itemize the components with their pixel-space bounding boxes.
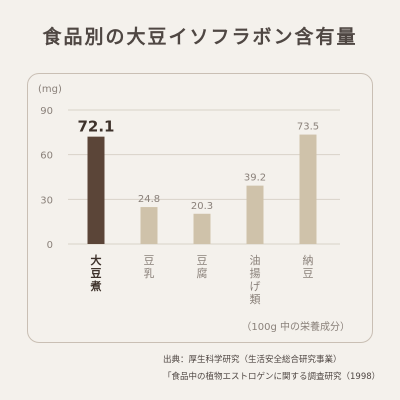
- bar-value-label: 39.2: [244, 173, 266, 184]
- bar-value-label: 20.3: [191, 201, 213, 212]
- bar: [193, 213, 211, 244]
- category-label: 納豆: [303, 254, 314, 280]
- bar: [87, 136, 105, 244]
- source-line-2: 「食品中の植物エストロゲンに関する調査研究（1998）: [163, 372, 381, 382]
- bar-value-label: 72.1: [77, 118, 114, 136]
- y-axis-unit: (mg): [38, 84, 62, 95]
- y-tick-label: 90: [40, 106, 53, 117]
- bar: [246, 185, 264, 244]
- bar: [299, 134, 317, 244]
- source-line-1: 出典：厚生科学研究（生活安全総合研究事業）: [163, 355, 342, 365]
- chart-title: 食品別の大豆イソフラボン含有量: [42, 26, 358, 48]
- y-tick-label: 60: [40, 151, 53, 162]
- category-label: 豆乳: [144, 254, 155, 280]
- bar-value-label: 24.8: [138, 194, 160, 205]
- bar: [140, 207, 158, 244]
- y-tick-label: 0: [47, 240, 53, 251]
- chart-card: [27, 73, 373, 343]
- category-label: 大豆煮: [90, 253, 102, 293]
- unit-note: （100g 中の栄養成分）: [241, 320, 350, 333]
- category-label: 豆腐: [197, 254, 208, 280]
- category-label: 油揚げ類: [250, 253, 261, 306]
- bar-value-label: 73.5: [297, 122, 319, 133]
- y-tick-label: 30: [40, 195, 53, 206]
